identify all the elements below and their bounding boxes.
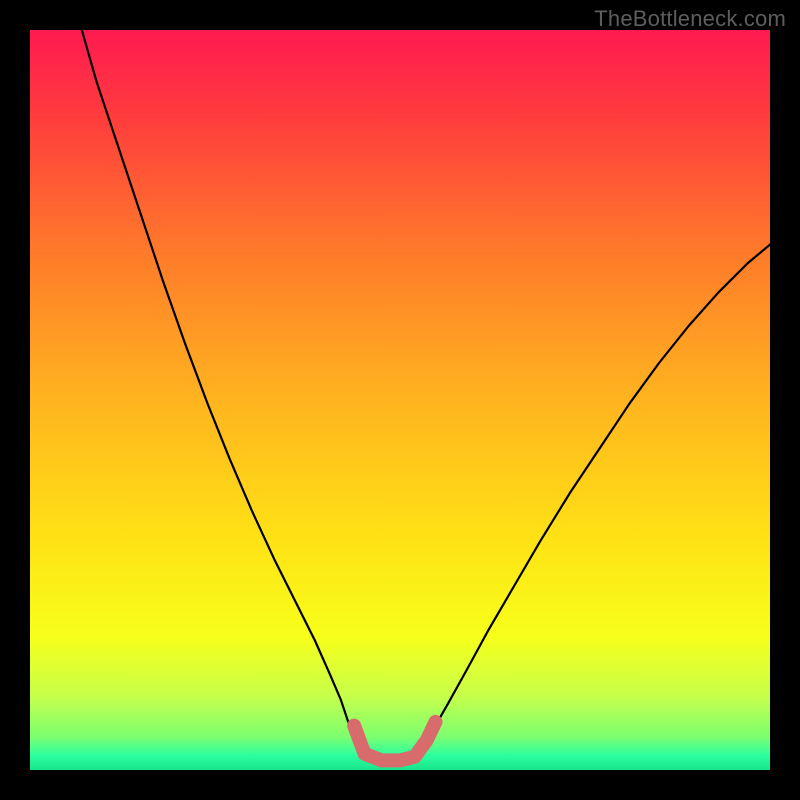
chart-frame: TheBottleneck.com	[0, 0, 800, 800]
bottleneck-chart	[30, 30, 770, 770]
watermark-text: TheBottleneck.com	[594, 6, 786, 32]
gradient-background	[30, 30, 770, 770]
